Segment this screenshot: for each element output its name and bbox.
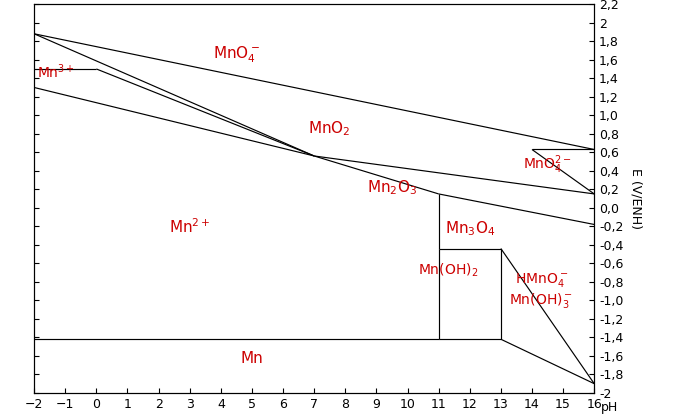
Text: HMnO$_4^-$: HMnO$_4^-$ xyxy=(515,271,568,289)
Text: MnO$_2$: MnO$_2$ xyxy=(309,120,351,138)
Text: Mn(OH)$_2$: Mn(OH)$_2$ xyxy=(418,262,478,280)
Text: pH: pH xyxy=(601,401,618,414)
Text: Mn$_2$O$_3$: Mn$_2$O$_3$ xyxy=(367,178,417,197)
Text: Mn: Mn xyxy=(240,351,264,366)
Text: Mn$^{3+}$: Mn$^{3+}$ xyxy=(37,62,75,81)
Y-axis label: E (V/ENH): E (V/ENH) xyxy=(629,168,642,229)
Text: MnO$_4^-$: MnO$_4^-$ xyxy=(213,45,260,65)
Text: MnO$_4^{2-}$: MnO$_4^{2-}$ xyxy=(523,153,572,176)
Text: Mn$_3$O$_4$: Mn$_3$O$_4$ xyxy=(445,219,495,237)
Text: Mn(OH)$_3^-$: Mn(OH)$_3^-$ xyxy=(510,291,573,310)
Text: Mn$^{2+}$: Mn$^{2+}$ xyxy=(169,217,210,236)
